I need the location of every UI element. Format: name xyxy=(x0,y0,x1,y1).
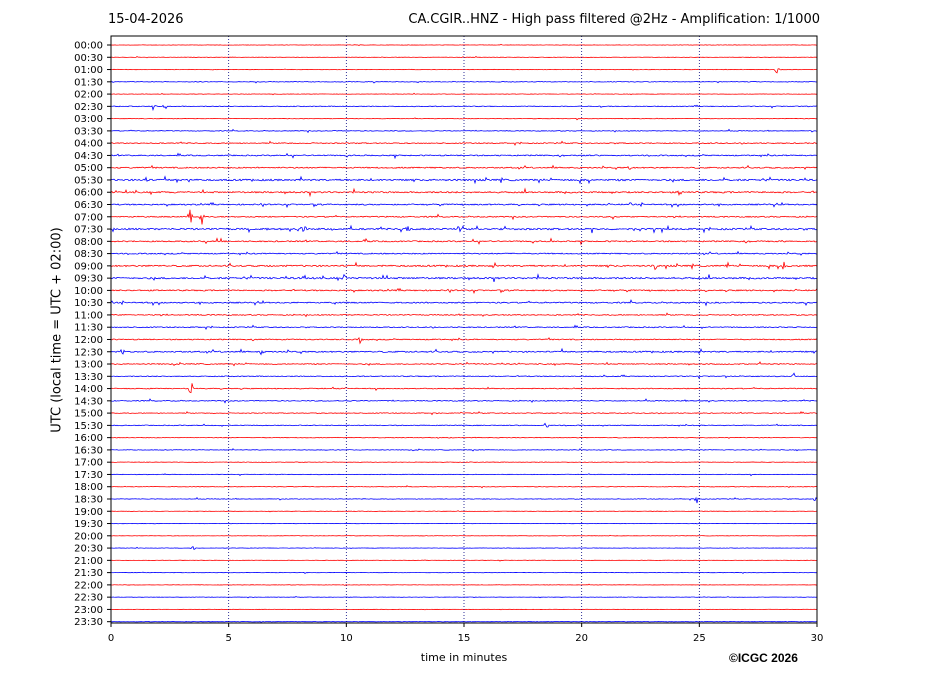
y-tick-label: 03:30 xyxy=(74,126,103,137)
trace-1930 xyxy=(110,522,818,525)
trace-group xyxy=(110,43,818,623)
y-tick-label: 09:00 xyxy=(74,261,103,272)
y-tick-label: 14:30 xyxy=(74,396,103,407)
y-tick-label: 00:00 xyxy=(74,41,103,52)
trace-1600 xyxy=(110,436,818,439)
y-tick-label: 09:30 xyxy=(74,274,103,285)
x-tick-label: 10 xyxy=(340,633,353,644)
y-tick-label: 06:00 xyxy=(74,188,103,199)
date-label: 15-04-2026 xyxy=(108,12,184,27)
y-tick-label: 22:00 xyxy=(74,580,103,591)
y-tick-label: 13:00 xyxy=(74,360,103,371)
x-tick-label: 15 xyxy=(458,633,471,644)
trace-1900 xyxy=(110,510,818,513)
x-axis-label: time in minutes xyxy=(420,651,508,664)
y-tick-label: 22:30 xyxy=(74,593,103,604)
y-tick-label: 03:00 xyxy=(74,114,103,125)
y-tick-label: 19:30 xyxy=(74,519,103,530)
trace-0800 xyxy=(110,237,818,246)
trace-0230 xyxy=(110,104,818,112)
trace-1500 xyxy=(110,411,818,416)
y-tick-label: 07:30 xyxy=(74,225,103,236)
y-tick-label: 04:00 xyxy=(74,139,103,150)
x-tick-label: 25 xyxy=(693,633,706,644)
y-tick-label: 11:30 xyxy=(74,323,103,334)
y-tick-label: 15:00 xyxy=(74,409,103,420)
y-tick-label: 18:00 xyxy=(74,482,103,493)
y-tick-label: 20:30 xyxy=(74,544,103,555)
y-tick-label: 00:30 xyxy=(74,53,103,64)
x-tick-label: 0 xyxy=(108,633,114,644)
y-tick-label: 10:00 xyxy=(74,286,103,297)
trace-2100 xyxy=(110,559,818,562)
y-tick-label: 23:30 xyxy=(74,617,103,628)
x-tick-label: 20 xyxy=(575,633,588,644)
trace-0200 xyxy=(110,92,818,96)
y-tick-label: 18:30 xyxy=(74,494,103,505)
copyright-label: ©ICGC 2026 xyxy=(729,651,798,665)
trace-1530 xyxy=(110,422,818,428)
y-tick-label: 01:00 xyxy=(74,65,103,76)
y-tick-label: 19:00 xyxy=(74,507,103,518)
y-tick-label: 05:30 xyxy=(74,175,103,186)
trace-0930 xyxy=(110,273,818,283)
y-tick-label: 20:00 xyxy=(74,531,103,542)
y-tick-label: 15:30 xyxy=(74,421,103,432)
y-tick-label: 11:00 xyxy=(74,310,103,321)
y-tick-label: 02:00 xyxy=(74,90,103,101)
y-tick-label: 21:00 xyxy=(74,556,103,567)
y-tick-label: 08:30 xyxy=(74,249,103,260)
trace-2200 xyxy=(110,583,818,586)
trace-0400 xyxy=(110,140,818,146)
y-tick-label: 06:30 xyxy=(74,200,103,211)
trace-0430 xyxy=(110,152,818,160)
y-tick-label: 13:30 xyxy=(74,372,103,383)
y-tick-label: 17:30 xyxy=(74,470,103,481)
trace-1400 xyxy=(110,383,818,394)
y-tick-label: 12:00 xyxy=(74,335,103,346)
trace-1330 xyxy=(110,372,818,379)
trace-2130 xyxy=(110,571,818,574)
x-tick-label: 30 xyxy=(811,633,824,644)
y-tick-label: 01:30 xyxy=(74,77,103,88)
y-tick-label: 10:30 xyxy=(74,298,103,309)
x-tick-label: 5 xyxy=(225,633,231,644)
y-tick-label: 16:00 xyxy=(74,433,103,444)
trace-0300 xyxy=(110,117,818,121)
y-tick-label: 08:00 xyxy=(74,237,103,248)
y-tick-label: 14:00 xyxy=(74,384,103,395)
y-tick-label: 16:30 xyxy=(74,445,103,456)
trace-0330 xyxy=(110,128,818,134)
trace-1430 xyxy=(110,398,818,404)
trace-0900 xyxy=(110,261,818,271)
trace-1000 xyxy=(110,287,818,294)
trace-2030 xyxy=(110,546,818,550)
y-tick-label: 04:30 xyxy=(74,151,103,162)
y-tick-label: 02:30 xyxy=(74,102,103,113)
y-tick-label: 05:00 xyxy=(74,163,103,174)
y-tick-label: 12:30 xyxy=(74,347,103,358)
trace-2000 xyxy=(110,534,818,537)
trace-0830 xyxy=(110,250,818,256)
y-tick-label: 23:00 xyxy=(74,605,103,616)
chart-title: CA.CGIR..HNZ - High pass filtered @2Hz -… xyxy=(408,12,820,27)
y-tick-label: 17:00 xyxy=(74,458,103,469)
y-tick-label: 21:30 xyxy=(74,568,103,579)
y-tick-label: 07:00 xyxy=(74,212,103,223)
trace-0530 xyxy=(110,175,818,185)
